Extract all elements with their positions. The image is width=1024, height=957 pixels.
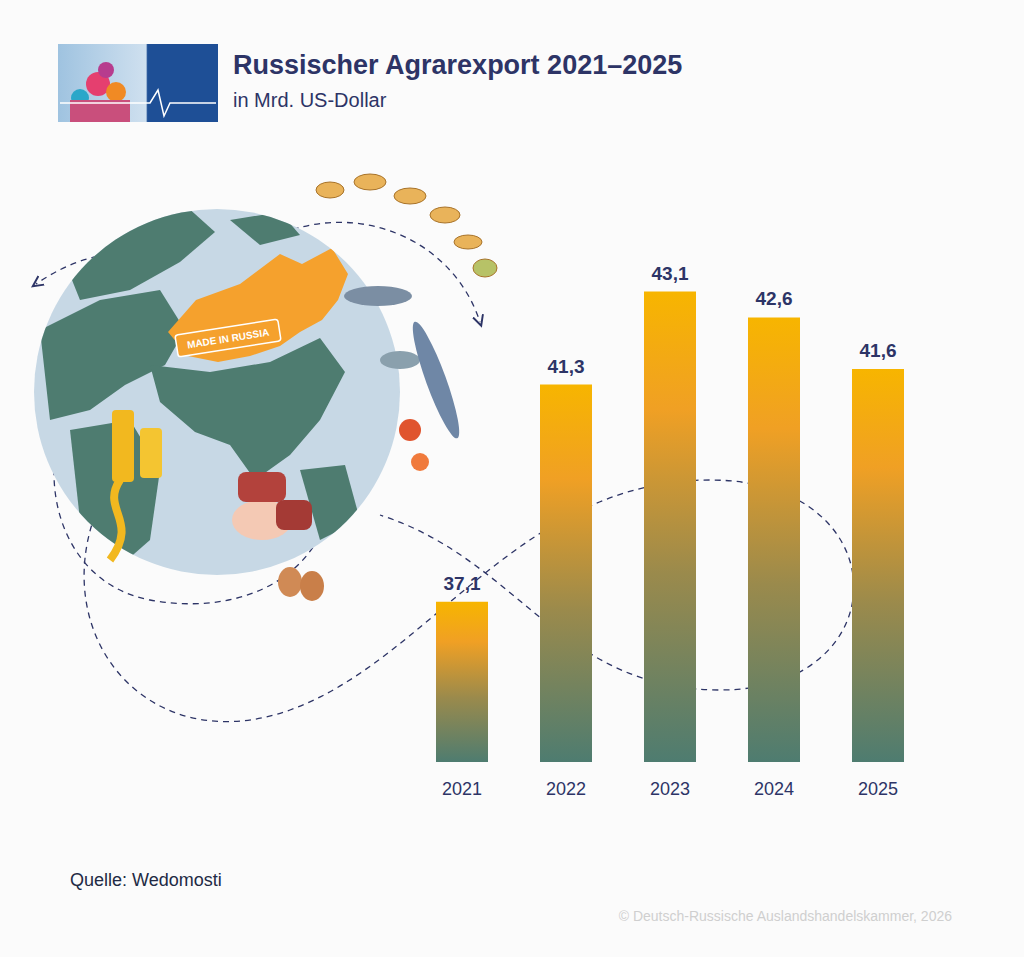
svg-text:2022: 2022 (546, 779, 586, 799)
svg-text:43,1: 43,1 (652, 263, 689, 284)
html-text:in Mrd. US-Dollar: in Mrd. US-Dollar (233, 89, 387, 111)
svg-text:42,6: 42,6 (756, 288, 793, 309)
svg-text:41,3: 41,3 (548, 356, 585, 377)
svg-text:2024: 2024 (754, 779, 794, 799)
html-text:© Deutsch-Russische Auslandsha: © Deutsch-Russische Auslandshandelskamme… (618, 908, 952, 924)
svg-text:37,1: 37,1 (444, 573, 481, 594)
svg-text:2025: 2025 (858, 779, 898, 799)
svg-text:MADE IN RUSSIA: MADE IN RUSSIA (186, 327, 269, 351)
svg-text:2021: 2021 (442, 779, 482, 799)
html-text:Quelle: Wedomosti: Quelle: Wedomosti (70, 870, 222, 890)
svg-text:2023: 2023 (650, 779, 690, 799)
html-text:Russischer Agrarexport 2021–20: Russischer Agrarexport 2021–2025 (233, 50, 683, 80)
svg-text:41,6: 41,6 (860, 340, 897, 361)
